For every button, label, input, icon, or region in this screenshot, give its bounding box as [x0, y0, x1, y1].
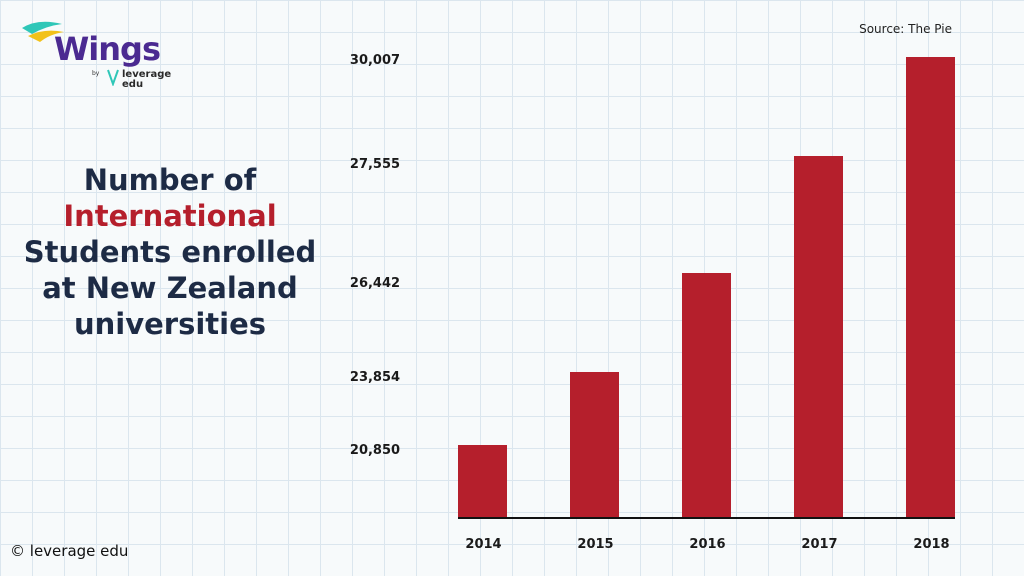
title-line-4: at New Zealand [42, 271, 298, 305]
x-tick-label-2014: 2014 [465, 537, 501, 552]
title-line-5: universities [73, 307, 267, 341]
x-tick-label-2017: 2017 [801, 537, 837, 552]
bar-2017 [794, 156, 843, 518]
logo-by-text: by [92, 70, 100, 77]
y-value-label-2017: 27,555 [350, 157, 400, 172]
logo-subtext: leverage edu [122, 69, 172, 90]
copyright-icon: © [10, 542, 25, 560]
wings-logo: Wings by leverage edu [18, 18, 172, 98]
bar-2014 [458, 445, 507, 518]
logo-wordmark: Wings [54, 30, 161, 68]
y-value-label-2015: 23,854 [350, 370, 400, 385]
title-line-1: Number of [83, 163, 257, 197]
chart-title: Number of International Students enrolle… [20, 162, 320, 342]
x-tick-label-2018: 2018 [913, 537, 949, 552]
title-line-3: Students enrolled [23, 235, 317, 269]
source-note: Source: The Pie [859, 22, 952, 36]
copyright-note: © leverage edu [10, 542, 128, 560]
x-tick-label-2015: 2015 [577, 537, 613, 552]
x-tick-label-2016: 2016 [689, 537, 725, 552]
title-line-2-highlight: International [63, 199, 277, 233]
y-value-label-2018: 30,007 [350, 53, 400, 68]
leverage-edu-icon [107, 69, 119, 86]
bar-2016 [682, 273, 731, 518]
y-value-label-2014: 20,850 [350, 443, 400, 458]
bar-2018 [906, 57, 955, 518]
logo-swoosh-icon [22, 21, 64, 42]
bar-2015 [570, 372, 619, 518]
y-value-label-2016: 26,442 [350, 276, 400, 291]
copyright-text: leverage edu [29, 542, 129, 560]
